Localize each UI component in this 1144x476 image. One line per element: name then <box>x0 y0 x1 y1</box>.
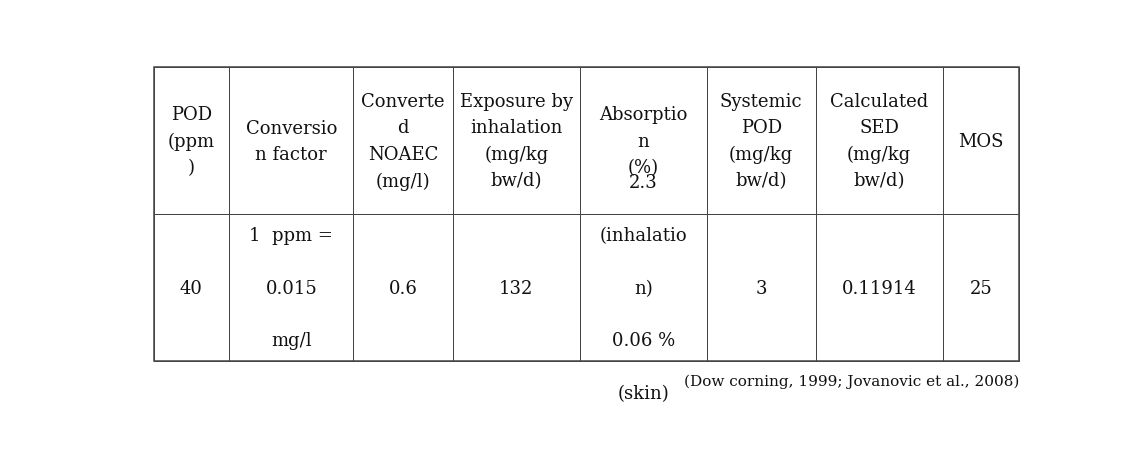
Bar <box>816 68 943 215</box>
Text: 25: 25 <box>969 279 992 297</box>
Text: MOS: MOS <box>958 132 1003 150</box>
Text: 40: 40 <box>180 279 202 297</box>
Text: Absorptio
n
(%): Absorptio n (%) <box>599 106 688 177</box>
Bar <box>943 68 1019 215</box>
Bar <box>453 215 580 361</box>
Bar <box>153 68 1019 361</box>
Text: 0.11914: 0.11914 <box>842 279 916 297</box>
Text: 0.6: 0.6 <box>389 279 418 297</box>
Bar <box>353 215 453 361</box>
Bar <box>453 68 580 215</box>
Bar <box>580 215 707 361</box>
Text: POD
(ppm
): POD (ppm ) <box>168 106 215 177</box>
Text: (Dow corning, 1999; Jovanovic et al., 2008): (Dow corning, 1999; Jovanovic et al., 20… <box>684 374 1019 388</box>
Bar <box>229 215 353 361</box>
Text: 132: 132 <box>499 279 533 297</box>
Text: 1  ppm =

0.015

mg/l: 1 ppm = 0.015 mg/l <box>249 227 333 350</box>
Bar <box>943 215 1019 361</box>
Text: Exposure by
inhalation
(mg/kg
bw/d): Exposure by inhalation (mg/kg bw/d) <box>460 93 573 190</box>
Bar <box>580 68 707 215</box>
Text: Converte
d
NOAEC
(mg/l): Converte d NOAEC (mg/l) <box>362 93 445 190</box>
Bar <box>229 68 353 215</box>
Text: 2.3

(inhalatio

n)

0.06 %

(skin): 2.3 (inhalatio n) 0.06 % (skin) <box>599 174 688 402</box>
Text: Calculated
SED
(mg/kg
bw/d): Calculated SED (mg/kg bw/d) <box>829 93 928 190</box>
Text: Systemic
POD
(mg/kg
bw/d): Systemic POD (mg/kg bw/d) <box>720 93 803 190</box>
Bar <box>153 68 229 215</box>
Bar <box>353 68 453 215</box>
Bar <box>707 68 816 215</box>
Text: Conversio
n factor: Conversio n factor <box>246 119 337 164</box>
Bar <box>153 215 229 361</box>
Bar <box>816 215 943 361</box>
Bar <box>707 215 816 361</box>
Text: 3: 3 <box>755 279 766 297</box>
